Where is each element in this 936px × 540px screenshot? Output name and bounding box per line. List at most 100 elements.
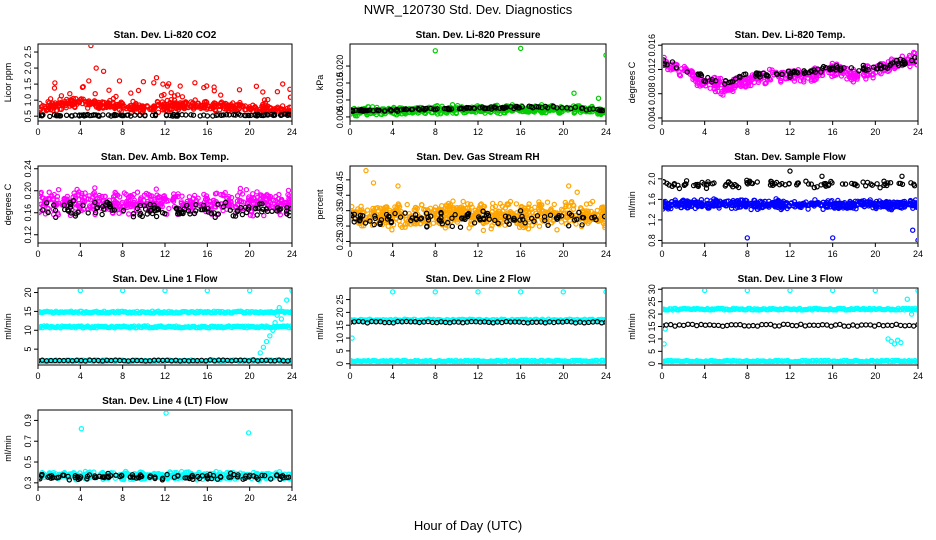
data-point	[67, 212, 74, 219]
data-point	[590, 106, 596, 112]
data-point	[603, 52, 605, 58]
data-point	[883, 202, 889, 208]
data-point	[107, 204, 114, 210]
data-point	[897, 180, 904, 187]
data-point	[476, 215, 483, 222]
data-point	[284, 211, 290, 217]
data-point	[663, 179, 666, 185]
data-point	[701, 78, 707, 84]
data-point	[900, 58, 907, 64]
data-point	[247, 289, 253, 294]
data-point	[192, 80, 198, 86]
data-point	[895, 60, 901, 67]
data-point	[408, 106, 415, 113]
data-point	[72, 193, 78, 199]
data-point	[416, 107, 423, 113]
data-point	[100, 68, 107, 75]
data-point	[92, 102, 99, 108]
data-point	[144, 211, 150, 217]
data-point	[288, 112, 291, 118]
data-point	[891, 65, 898, 72]
data-point	[445, 219, 451, 226]
data-point	[130, 213, 137, 220]
data-point	[458, 209, 465, 215]
data-point	[845, 71, 851, 77]
data-point	[603, 319, 605, 325]
data-point	[731, 199, 737, 205]
data-point	[743, 71, 749, 77]
x-tick-label: 4	[390, 249, 395, 259]
data-point	[402, 224, 408, 230]
data-point	[211, 210, 217, 216]
data-point	[102, 202, 109, 208]
data-point	[818, 182, 824, 188]
data-point	[112, 192, 118, 199]
data-point	[255, 111, 261, 118]
x-tick-label: 8	[433, 371, 438, 381]
data-point	[236, 105, 242, 112]
x-tick-label: 16	[516, 127, 526, 137]
data-point	[39, 112, 42, 118]
data-point	[529, 222, 535, 229]
page-title: NWR_120730 Std. Dev. Diagnostics	[364, 2, 573, 17]
data-point	[39, 191, 44, 197]
data-point	[360, 213, 366, 219]
y-axis-label: degrees C	[3, 183, 13, 225]
data-point	[571, 90, 577, 96]
data-point	[40, 207, 46, 213]
data-point	[703, 185, 710, 192]
data-point	[492, 104, 498, 111]
data-point	[602, 222, 605, 229]
data-point	[895, 199, 902, 206]
data-point	[458, 105, 464, 112]
data-point	[450, 198, 456, 204]
data-point	[234, 193, 241, 199]
data-point	[752, 200, 758, 206]
data-point	[88, 45, 94, 49]
data-point	[46, 189, 52, 195]
data-point	[168, 96, 174, 103]
y-tick-label: 0.30	[335, 217, 345, 235]
data-point	[235, 208, 241, 214]
data-point	[663, 203, 665, 209]
data-point	[53, 202, 59, 208]
data-point	[500, 105, 507, 111]
x-tick-label: 20	[870, 127, 880, 137]
data-point	[171, 93, 178, 99]
data-point	[754, 179, 761, 185]
data-point	[272, 112, 278, 118]
data-point	[78, 96, 84, 102]
x-tick-label: 12	[473, 127, 483, 137]
data-point	[211, 197, 217, 204]
data-point	[46, 100, 53, 106]
data-point	[536, 199, 542, 205]
data-point	[689, 68, 695, 75]
panel-title: Stan. Dev. Gas Stream RH	[416, 152, 539, 163]
data-point	[915, 237, 917, 242]
x-tick-label: 4	[78, 371, 83, 381]
data-point	[773, 70, 780, 77]
data-point	[47, 113, 53, 120]
y-tick-label: 0.005	[335, 106, 345, 129]
x-tick-label: 0	[347, 371, 352, 381]
data-point	[238, 204, 244, 211]
data-point	[55, 186, 62, 193]
data-point	[217, 92, 224, 98]
series	[663, 196, 917, 242]
x-tick-label: 4	[78, 127, 83, 137]
y-tick-label: 2.0	[23, 62, 33, 75]
x-tick-label: 12	[160, 127, 170, 137]
data-point	[210, 105, 216, 112]
data-point	[130, 210, 137, 217]
data-point	[681, 63, 688, 70]
y-tick-label: 0.016	[647, 34, 657, 57]
data-point	[44, 200, 50, 206]
data-point	[860, 179, 866, 185]
data-point	[128, 203, 134, 210]
data-point	[117, 203, 123, 209]
data-point	[40, 195, 47, 201]
data-point	[438, 109, 444, 115]
data-point	[92, 185, 98, 191]
data-point	[451, 206, 457, 212]
data-point	[166, 205, 172, 212]
